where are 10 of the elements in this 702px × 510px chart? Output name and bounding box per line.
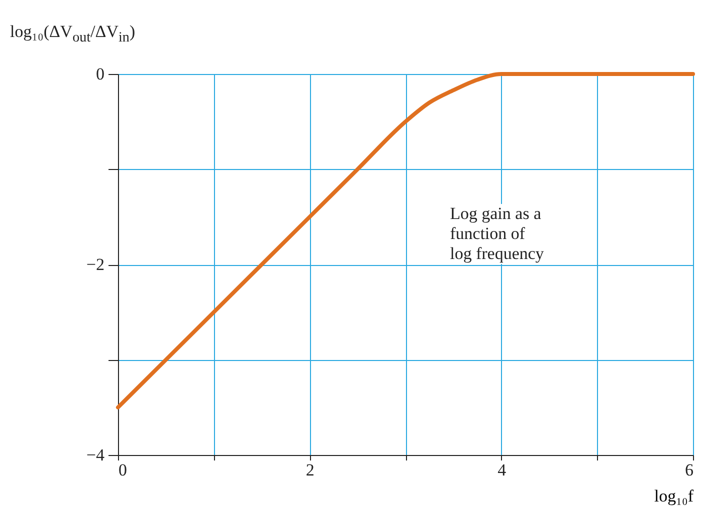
x-axis-title: log₁₀f	[654, 486, 694, 506]
x-tick-label: 4	[498, 460, 507, 480]
y-axis-title: log₁₀(ΔV$_{out}$/ΔV$_{in}$)	[10, 22, 136, 46]
x-tick-label: 2	[306, 460, 314, 480]
annotation: Log gain as a function of log frequency	[448, 204, 546, 264]
x-tick-label: 0	[118, 460, 127, 480]
y-tick-label: 0	[96, 64, 104, 84]
x-tick-label: 6	[685, 460, 694, 480]
y-tick-label: −4	[86, 446, 105, 464]
y-tick-label: −2	[86, 255, 104, 274]
